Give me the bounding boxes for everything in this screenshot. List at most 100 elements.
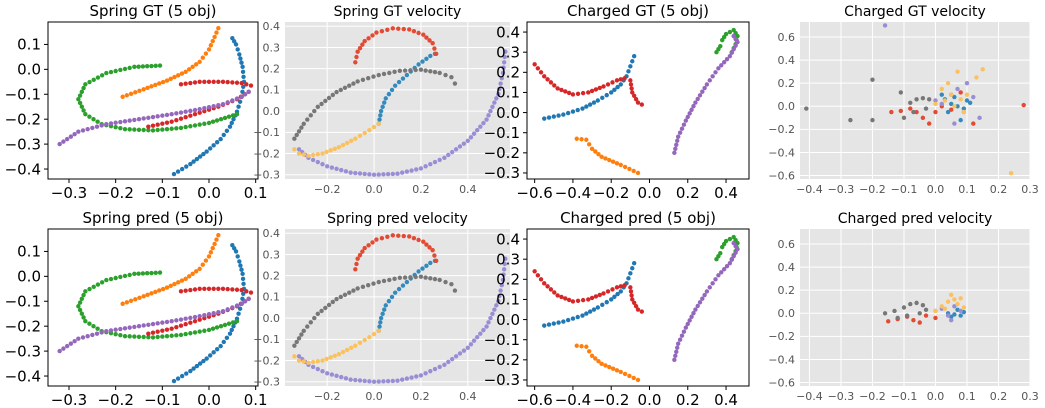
data-point [390,171,396,177]
data-point [939,304,944,309]
data-point [731,33,736,39]
x-tick-label: 0.0 [927,390,945,403]
data-point [911,317,916,323]
data-point [964,92,970,97]
data-point [176,73,181,78]
data-point [174,324,179,330]
data-point [693,100,698,105]
data-point [379,235,385,241]
data-point [370,240,375,245]
data-point [230,320,236,325]
data-point [306,360,311,365]
chart-title: Charged pred velocity [838,211,993,227]
data-point [939,92,944,97]
data-point [423,371,428,376]
data-point [169,112,174,117]
data-point [486,320,491,325]
data-point [733,43,738,48]
data-point [194,363,200,369]
data-point [81,108,86,113]
data-point [150,321,156,327]
data-point [136,64,141,69]
data-point [204,356,209,361]
data-point [942,306,948,311]
data-point [349,138,354,144]
data-point [382,100,387,105]
data-point [197,107,202,112]
y-tick-label: −0.4 [5,160,41,178]
y-tick-label: 0.3 [496,43,520,61]
x-tick-label: 0.2 [990,390,1008,403]
data-point [589,88,595,94]
data-point [201,151,206,157]
data-point [183,124,188,130]
data-point [502,54,507,60]
data-point [57,348,62,354]
data-point [443,279,448,285]
data-point [601,291,606,296]
data-point [503,49,508,54]
data-point [545,284,550,289]
x-tick-label: 0.2 [676,391,700,408]
axes-frame [47,21,259,180]
data-point [627,166,632,172]
data-point [299,125,304,130]
x-tick-label: −0.4 [555,391,591,408]
chart-title: Charged pred (5 obj) [560,209,716,227]
data-point [631,168,636,174]
series-3 [292,67,458,141]
data-point [413,67,418,73]
data-point [371,331,377,337]
data-point [239,94,244,99]
data-point [584,137,589,142]
y-tick-label: 0.4 [263,20,281,33]
data-point [178,110,184,115]
data-point [386,91,392,97]
y-tick-label: 0.0 [778,307,796,320]
data-point [340,142,346,148]
data-point [212,34,217,40]
data-point [675,345,680,350]
data-point [411,28,417,34]
data-point [351,288,356,293]
data-point [315,159,321,165]
data-point [197,79,202,85]
data-point [683,118,689,123]
data-point [492,100,497,105]
data-point [315,104,321,110]
y-tick-label: −0.1 [5,293,41,311]
data-point [908,100,913,106]
data-point [353,170,358,176]
data-point [575,107,580,113]
data-point [292,136,297,141]
data-point [357,133,363,139]
y-tick-label: 0.0 [263,105,281,118]
data-point [679,126,685,131]
data-point [920,302,926,308]
data-point [672,150,677,156]
data-point [330,299,336,305]
data-point [710,74,715,79]
data-point [118,332,123,338]
data-point [381,379,386,384]
data-point [334,296,339,302]
data-point [137,88,142,93]
data-point [716,273,721,278]
data-point [149,63,154,69]
y-tick-label: 0.0 [496,104,520,122]
data-point [407,234,412,239]
data-point [175,169,181,174]
data-point [203,258,209,263]
data-point [216,286,221,292]
data-point [377,117,382,122]
data-point [499,283,504,288]
data-point [168,76,173,82]
data-point [630,59,635,64]
data-point [452,288,458,293]
data-point [174,111,179,116]
data-point [977,115,982,121]
data-point [149,84,154,89]
data-point [353,377,358,383]
chart-panel-charged-pred: −0.6 −0.4 −0.2 0.0 0.2 0.4−0.3−0.2−0.10.00.10… [484,209,750,408]
x-tick-label: −0.2 [97,391,133,408]
